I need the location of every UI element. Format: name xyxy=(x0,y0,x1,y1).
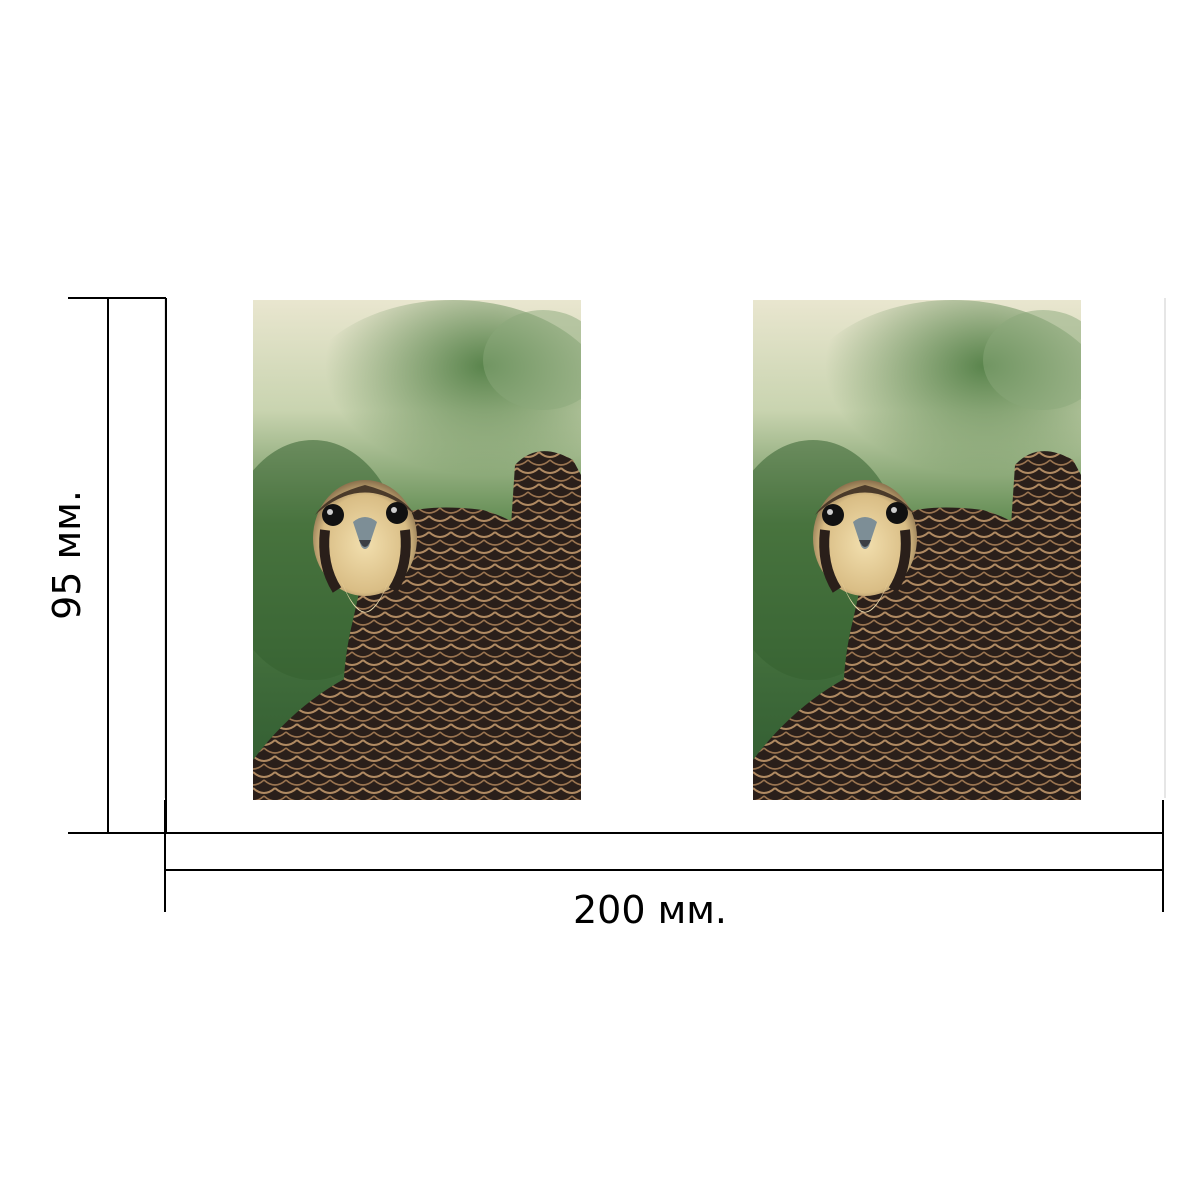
width-dimension-line xyxy=(164,800,1164,912)
falcon-photo-right xyxy=(723,300,1113,800)
height-dimension-line xyxy=(68,297,167,834)
height-label: 95 мм. xyxy=(45,490,89,620)
width-label: 200 мм. xyxy=(572,888,728,932)
falcon-photo-left xyxy=(223,300,613,800)
